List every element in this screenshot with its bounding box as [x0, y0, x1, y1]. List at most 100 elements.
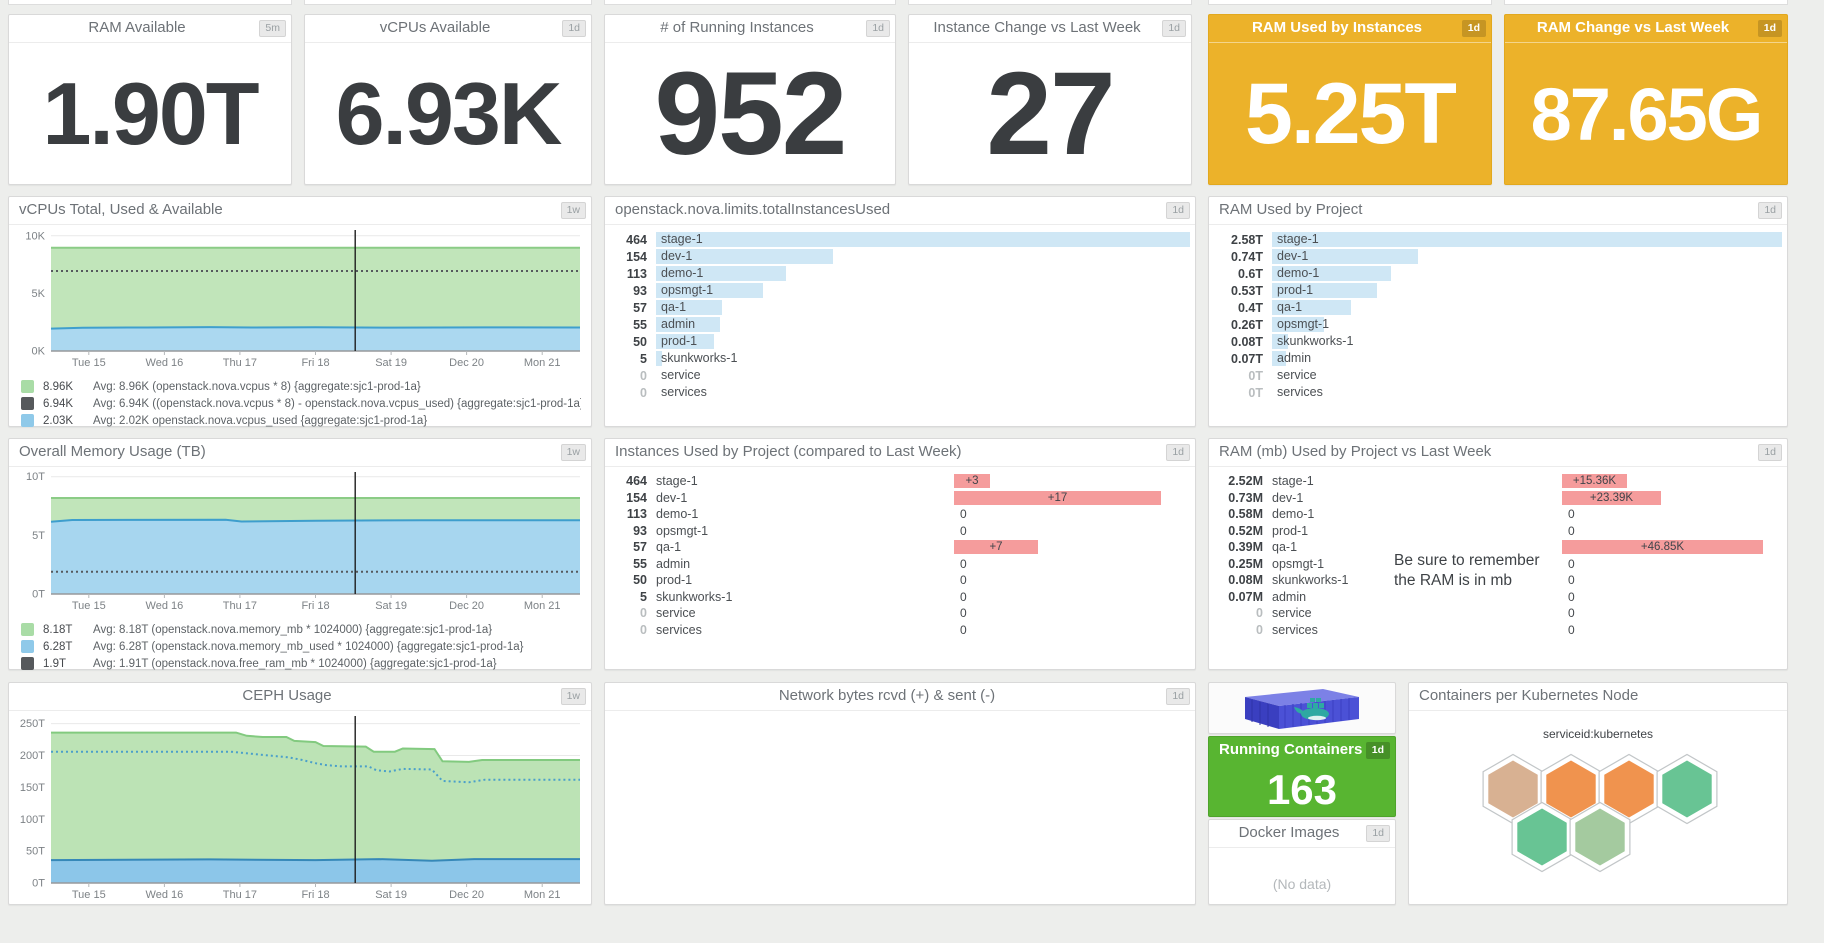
widget-instances-toplist: openstack.nova.limits.totalInstancesUsed… [604, 196, 1196, 427]
timeframe-badge[interactable]: 1d [1365, 742, 1390, 759]
toplist-row[interactable]: 0.6T demo-1 [1215, 265, 1782, 282]
change-toplist-row[interactable]: 0 services 0 [611, 622, 1190, 639]
change-toplist-row[interactable]: 5 skunkworks-1 0 [611, 589, 1190, 606]
toplist-bar-area: skunkworks-1 [656, 351, 1190, 366]
timeframe-badge[interactable]: 1d [1461, 20, 1486, 37]
toplist-row[interactable]: 0 services [611, 384, 1190, 401]
widget-title: Overall Memory Usage (TB) [19, 443, 206, 460]
toplist-row[interactable]: 0.07T admin [1215, 350, 1782, 367]
widget-title-bar: Network bytes rcvd (+) & sent (-) 1d [605, 683, 1195, 711]
change-toplist-row[interactable]: 0.07M admin 0 [1215, 589, 1782, 606]
change-toplist-row[interactable]: 93 opsmgt-1 0 [611, 523, 1190, 540]
widget-memory-chart: Overall Memory Usage (TB) 1w 0T 5T 10T Tue … [8, 438, 592, 670]
legend-query: Avg: 6.94K ((openstack.nova.vcpus * 8) -… [93, 397, 581, 410]
toplist-row[interactable]: 55 admin [611, 316, 1190, 333]
timeframe-badge[interactable]: 1w [560, 202, 586, 219]
toplist-value: 154 [626, 249, 647, 264]
timeframe-badge[interactable]: 1d [1166, 202, 1190, 219]
k8s-node-hex[interactable] [1662, 760, 1712, 818]
change-label: admin [656, 556, 691, 571]
svg-text:Mon 21: Mon 21 [524, 357, 561, 369]
kpi-widget: vCPUs Available 1d 6.93K [304, 14, 592, 185]
legend-item[interactable]: 8.18T Avg: 8.18T (openstack.nova.memory_m… [21, 621, 581, 638]
legend-item[interactable]: 6.28T Avg: 6.28T (openstack.nova.memory_m… [21, 638, 581, 655]
widget-docker-image [1208, 682, 1396, 734]
change-toplist-row[interactable]: 0.25M opsmgt-1 0 [1215, 556, 1782, 573]
change-value: 0 [640, 622, 647, 637]
toplist-row[interactable]: 0T services [1215, 384, 1782, 401]
change-label: demo-1 [656, 507, 699, 522]
toplist-row[interactable]: 0T service [1215, 367, 1782, 384]
toplist-row[interactable]: 93 opsmgt-1 [611, 282, 1190, 299]
svg-text:Fri 18: Fri 18 [301, 600, 329, 612]
change-label: dev-1 [1272, 490, 1304, 505]
toplist-row[interactable]: 0.26T opsmgt-1 [1215, 316, 1782, 333]
change-toplist-row[interactable]: 0 service 0 [611, 605, 1190, 622]
timeframe-badge[interactable]: 1d [1758, 444, 1782, 461]
change-toplist-row[interactable]: 154 dev-1 +17 [611, 490, 1190, 507]
change-toplist-row[interactable]: 2.52M stage-1 +15.36K [1215, 473, 1782, 490]
toplist-row[interactable]: 0.53T prod-1 [1215, 282, 1782, 299]
instances-change-toplist: 464 stage-1 +3 154 dev-1 +17 113 demo-1 0 93 opsmg… [605, 467, 1195, 638]
timeframe-badge[interactable]: 1w [560, 688, 586, 705]
legend-item[interactable]: 8.96K Avg: 8.96K (openstack.nova.vcpus * … [21, 378, 581, 395]
svg-text:100T: 100T [20, 814, 45, 826]
timeframe-badge[interactable]: 1d [1166, 688, 1190, 705]
toplist-row[interactable]: 50 prod-1 [611, 333, 1190, 350]
widget-title-bar: RAM Available 5m [9, 15, 291, 43]
change-label: dev-1 [656, 490, 688, 505]
docker-container-image [1245, 689, 1359, 729]
toplist-row[interactable]: 0.08T skunkworks-1 [1215, 333, 1782, 350]
k8s-node-hex[interactable] [1517, 808, 1567, 866]
legend-item[interactable]: 2.03K Avg: 2.02K openstack.nova.vcpus_use… [21, 412, 581, 429]
vcpus-timeseries[interactable]: 0K 5K 10K Tue 15 Wed 16 Thu 17 Fri 18 Sat 19 Dec… [9, 225, 591, 376]
change-zero: 0 [960, 573, 967, 587]
timeframe-badge[interactable]: 1d [1758, 202, 1782, 219]
toplist-row[interactable]: 0.74T dev-1 [1215, 248, 1782, 265]
timeframe-badge[interactable]: 1d [1757, 20, 1782, 37]
change-toplist-row[interactable]: 0.52M prod-1 0 [1215, 523, 1782, 540]
toplist-row[interactable]: 57 qa-1 [611, 299, 1190, 316]
change-value: 0.39M [1228, 540, 1263, 555]
ceph-timeseries[interactable]: 0T 50T 100T 150T 200T 250T Tue 15 Wed 16 Thu 17 F… [9, 711, 591, 908]
toplist-bar-area: admin [656, 317, 1190, 332]
k8s-node-hex[interactable] [1546, 760, 1596, 818]
timeframe-badge[interactable]: 1d [1166, 444, 1190, 461]
change-toplist-row[interactable]: 0 services 0 [1215, 622, 1782, 639]
timeframe-badge[interactable]: 1w [560, 444, 586, 461]
timeframe-badge[interactable]: 1d [1162, 20, 1186, 37]
change-toplist-row[interactable]: 0 service 0 [1215, 605, 1782, 622]
k8s-node-hex[interactable] [1575, 808, 1625, 866]
change-toplist-row[interactable]: 0.39M qa-1 +46.85K [1215, 539, 1782, 556]
change-toplist-row[interactable]: 113 demo-1 0 [611, 506, 1190, 523]
svg-text:50T: 50T [26, 846, 45, 858]
toplist-row[interactable]: 5 skunkworks-1 [611, 350, 1190, 367]
toplist-row[interactable]: 464 stage-1 [611, 231, 1190, 248]
k8s-node-hex[interactable] [1488, 760, 1538, 818]
svg-text:Tue 15: Tue 15 [72, 889, 106, 901]
cutoff-widget-bottom [1504, 0, 1788, 5]
change-toplist-row[interactable]: 464 stage-1 +3 [611, 473, 1190, 490]
toplist-row[interactable]: 0 service [611, 367, 1190, 384]
change-toplist-row[interactable]: 0.73M dev-1 +23.39K [1215, 490, 1782, 507]
timeframe-badge[interactable]: 1d [1366, 825, 1390, 842]
change-toplist-row[interactable]: 57 qa-1 +7 [611, 539, 1190, 556]
timeframe-badge[interactable]: 5m [259, 20, 286, 37]
k8s-node-hex[interactable] [1604, 760, 1654, 818]
timeframe-badge[interactable]: 1d [562, 20, 586, 37]
legend-item[interactable]: 6.94K Avg: 6.94K ((openstack.nova.vcpus *… [21, 395, 581, 412]
toplist-bar [1272, 334, 1288, 349]
hostmap-hexes[interactable] [1409, 741, 1787, 896]
change-toplist-row[interactable]: 50 prod-1 0 [611, 572, 1190, 589]
memory-timeseries[interactable]: 0T 5T 10T Tue 15 Wed 16 Thu 17 Fri 18 Sat 19 Dec… [9, 467, 591, 619]
timeframe-badge[interactable]: 1d [866, 20, 890, 37]
change-toplist-row[interactable]: 0.08M skunkworks-1 0 [1215, 572, 1782, 589]
toplist-row[interactable]: 2.58T stage-1 [1215, 231, 1782, 248]
legend-item[interactable]: 1.9T Avg: 1.91T (openstack.nova.free_ram_… [21, 655, 581, 672]
toplist-bar-area: stage-1 [656, 232, 1190, 247]
change-toplist-row[interactable]: 55 admin 0 [611, 556, 1190, 573]
toplist-row[interactable]: 0.4T qa-1 [1215, 299, 1782, 316]
toplist-row[interactable]: 113 demo-1 [611, 265, 1190, 282]
change-toplist-row[interactable]: 0.58M demo-1 0 [1215, 506, 1782, 523]
toplist-row[interactable]: 154 dev-1 [611, 248, 1190, 265]
